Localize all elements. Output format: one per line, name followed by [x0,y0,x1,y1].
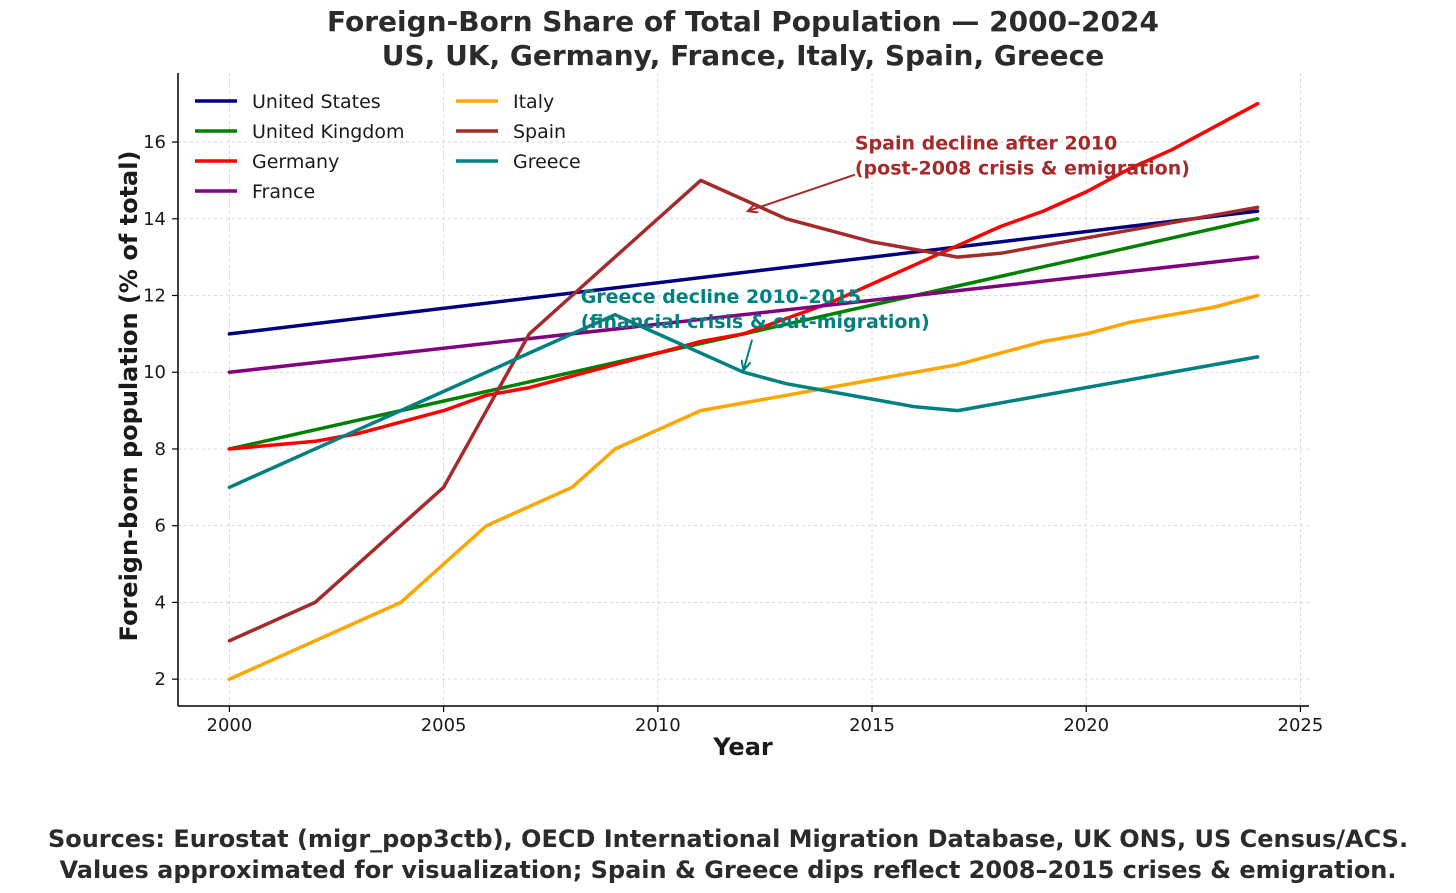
series-line-italy [227,293,1260,681]
annotations: Spain decline after 2010 (post-2008 crisi… [581,133,1190,371]
x-ticks: 2000 2005 2010 2015 2020 2025 [207,706,1324,736]
y-tick-label: 2 [155,669,166,690]
y-tick-label: 14 [143,209,166,230]
series-line-germany [227,101,1260,451]
y-tick-label: 8 [155,439,166,460]
series-line-spain [227,178,1260,643]
legend-label-france: France [252,181,315,203]
series-line-greece [227,312,1260,490]
legend-label-italy: Italy [513,91,554,113]
chart-title-line1: Foreign-Born Share of Total Population —… [327,5,1159,38]
axes [177,73,1309,707]
x-tick-label: 2005 [421,715,467,736]
annotation-arrow [748,173,856,211]
x-tick-label: 2020 [1063,715,1109,736]
legend-label-germany: Germany [252,151,339,173]
annotation-arrow [744,339,754,371]
y-tick-label: 6 [155,516,166,537]
series-line-france [227,255,1260,374]
footer-line1: Sources: Eurostat (migr_pop3ctb), OECD I… [48,825,1408,853]
y-ticks: 2 4 6 8 10 12 14 16 [143,132,178,690]
x-tick-label: 2010 [635,715,681,736]
footer-line2: Values approximated for visualization; S… [59,856,1396,884]
legend-label-united-kingdom: United Kingdom [252,121,405,143]
series-line-united-states [227,209,1260,336]
y-tick-label: 12 [143,286,166,307]
y-axis-label: Foreign-born population (% of total) [115,151,143,642]
series [227,101,1260,681]
x-axis-label: Year [712,733,773,761]
chart-title-line2: US, UK, Germany, France, Italy, Spain, G… [382,39,1104,72]
x-tick-label: 2015 [849,715,895,736]
annotation-line1: Spain decline after 2010 [855,133,1117,155]
y-tick-label: 10 [143,362,166,383]
y-tick-label: 4 [155,592,166,613]
legend-label-united-states: United States [252,91,381,113]
legend-label-spain: Spain [513,121,566,143]
y-tick-label: 16 [143,132,166,153]
x-tick-label: 2025 [1278,715,1324,736]
x-tick-label: 2000 [207,715,253,736]
annotation-line1: Greece decline 2010–2015 [581,286,862,308]
annotation-line2: (post-2008 crisis & emigration) [855,158,1190,180]
legend-label-greece: Greece [513,151,581,173]
legend: United States United Kingdom Germany France… [195,91,581,203]
annotation-line2: (financial crisis & out-migration) [581,311,930,333]
